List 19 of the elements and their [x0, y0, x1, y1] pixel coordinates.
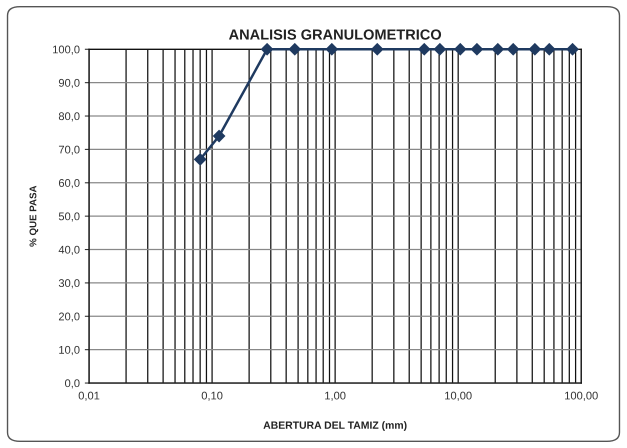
y-tick-label: 50,0: [58, 212, 80, 222]
x-axis-title: ABERTURA DEL TAMIZ (mm): [263, 421, 407, 431]
y-tick-label: 30,0: [58, 279, 80, 288]
y-tick-label: 10,0: [59, 346, 80, 356]
y-axis-title: % QUE PASA: [30, 186, 38, 247]
y-tick-label: 20,0: [58, 312, 80, 322]
y-tick-label: 0,0: [64, 379, 80, 388]
x-tick-label: 0,10: [202, 392, 222, 401]
x-tick-label: 10,00: [445, 392, 472, 401]
y-tick-label: 90,0: [58, 78, 80, 88]
x-tick-label: 100,00: [565, 392, 598, 401]
y-tick-label: 80,0: [58, 112, 80, 122]
x-tick-label: 0,01: [78, 392, 100, 401]
y-tick-label: 60,0: [58, 179, 80, 188]
y-tick-label: 70,0: [58, 146, 80, 155]
y-tick-label: 100,0: [53, 46, 80, 55]
chart-title: ANALISIS GRANULOMETRICO: [228, 29, 442, 40]
x-tick-label: 1,00: [325, 392, 346, 401]
y-tick-label: 40,0: [58, 246, 80, 255]
